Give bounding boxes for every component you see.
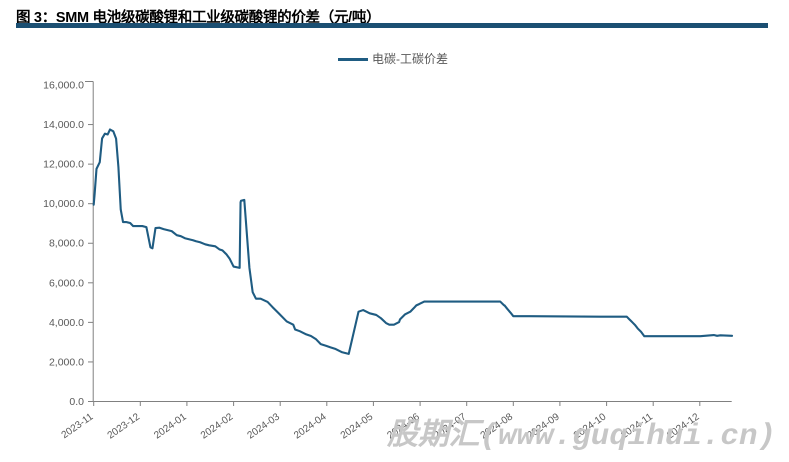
svg-text:2024-02: 2024-02 (199, 411, 236, 441)
svg-text:2024-01: 2024-01 (152, 411, 189, 441)
svg-text:2023-11: 2023-11 (60, 411, 96, 441)
svg-text:4,000.0: 4,000.0 (49, 317, 84, 329)
svg-text:2023-12: 2023-12 (106, 411, 143, 441)
svg-text:16,000.0: 16,000.0 (43, 80, 84, 92)
svg-text:14,000.0: 14,000.0 (43, 119, 84, 131)
svg-text:2024-03: 2024-03 (246, 411, 283, 441)
svg-text:股期汇(www.guqihui.cn): 股期汇(www.guqihui.cn) (386, 418, 776, 454)
svg-text:12,000.0: 12,000.0 (43, 159, 84, 171)
svg-text:10,000.0: 10,000.0 (43, 198, 84, 210)
svg-text:2,000.0: 2,000.0 (49, 356, 84, 368)
svg-text:6,000.0: 6,000.0 (49, 277, 84, 289)
svg-text:8,000.0: 8,000.0 (49, 238, 84, 250)
svg-text:2024-05: 2024-05 (339, 411, 376, 441)
svg-text:0.0: 0.0 (69, 396, 84, 408)
svg-text:2024-04: 2024-04 (292, 411, 329, 441)
